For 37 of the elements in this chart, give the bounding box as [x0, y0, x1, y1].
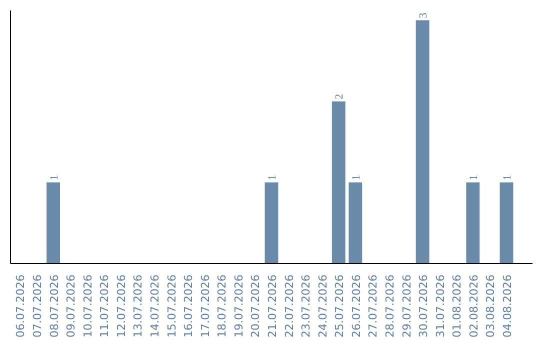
x-tick-label: 21.07.2026: [266, 274, 279, 338]
x-tick-label: 13.07.2026: [132, 274, 145, 338]
x-tick-label: 22.07.2026: [282, 274, 296, 338]
x-tick-label: 18.07.2026: [216, 274, 229, 338]
x-tick-label: 15.07.2026: [165, 274, 178, 338]
x-tick-label: 06.07.2026: [14, 274, 28, 338]
x-tick-label: 23.07.2026: [300, 274, 313, 338]
data-label: 1: [266, 174, 278, 180]
x-tick-label: 07.07.2026: [31, 274, 44, 338]
x-tick-label: 09.07.2026: [64, 274, 78, 338]
x-tick-label: 17.07.2026: [198, 274, 212, 338]
x-tick-label: 20.07.2026: [249, 274, 262, 338]
x-tick-label: 24.07.2026: [316, 274, 330, 338]
data-label: 1: [350, 174, 362, 180]
x-tick-label: 10.07.2026: [81, 274, 94, 338]
data-label: 3: [418, 12, 430, 18]
x-tick-label: 01.08.2026: [450, 274, 464, 338]
data-label: 2: [334, 94, 346, 100]
x-tick-label: 08.07.2026: [48, 274, 61, 338]
x-tick-label: 29.07.2026: [400, 274, 414, 338]
x-tick-label: 11.07.2026: [98, 274, 112, 338]
x-tick-label: 02.08.2026: [467, 274, 480, 338]
x-tick-label: 19.07.2026: [232, 274, 246, 338]
x-tick-label: 14.07.2026: [148, 274, 162, 338]
data-label: 1: [48, 174, 60, 180]
x-tick-label: 12.07.2026: [114, 274, 128, 338]
x-tick-label: 25.07.2026: [333, 274, 346, 338]
x-tick-label: 04.08.2026: [500, 274, 514, 338]
x-tick-label: 28.07.2026: [383, 274, 396, 338]
x-tick-label: 26.07.2026: [350, 274, 363, 338]
x-tick-label: 03.08.2026: [484, 274, 498, 338]
x-tick-label: 16.07.2026: [182, 274, 196, 338]
x-tick-label: 31.07.2026: [434, 274, 447, 338]
x-tick-label: 30.07.2026: [417, 274, 430, 338]
data-label: 1: [468, 174, 480, 180]
x-tick-label: 27.07.2026: [366, 274, 380, 338]
data-label: 1: [501, 174, 514, 180]
